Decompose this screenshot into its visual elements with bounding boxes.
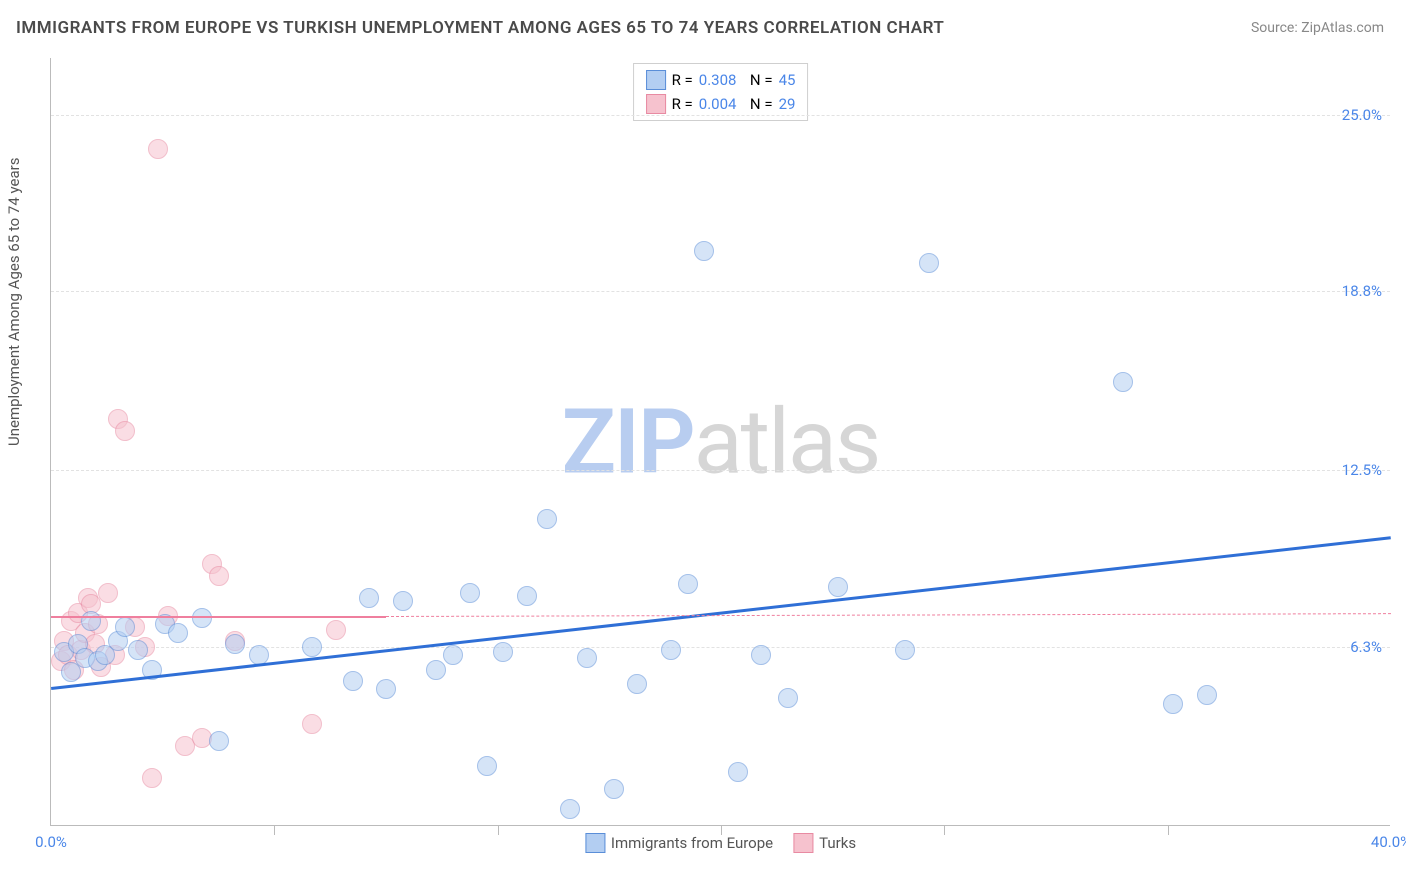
y-tick-label: 6.3%	[1350, 638, 1382, 656]
data-point	[661, 640, 681, 660]
data-point	[604, 779, 624, 799]
data-point	[493, 642, 513, 662]
data-point	[225, 634, 245, 654]
watermark: ZIPatlas	[562, 389, 880, 494]
watermark-part1: ZIP	[562, 389, 694, 494]
x-tick-mark	[498, 825, 499, 835]
data-point	[443, 645, 463, 665]
x-tick-label: 0.0%	[35, 833, 67, 851]
data-point	[577, 648, 597, 668]
data-point	[98, 583, 118, 603]
data-point	[627, 674, 647, 694]
y-tick-label: 25.0%	[1342, 106, 1382, 124]
n-value-turks: 29	[779, 95, 796, 113]
data-point	[128, 640, 148, 660]
data-point	[560, 799, 580, 819]
swatch-turks	[646, 94, 666, 114]
plot-area: ZIPatlas R = 0.308 N = 45 R = 0.004 N = …	[50, 58, 1390, 826]
x-tick-mark	[1168, 825, 1169, 835]
swatch-europe	[646, 70, 666, 90]
data-point	[302, 637, 322, 657]
n-value-europe: 45	[779, 71, 796, 89]
data-point	[537, 509, 557, 529]
swatch-turks-bottom	[793, 833, 813, 853]
trend-line	[386, 613, 1391, 617]
correlation-legend: R = 0.308 N = 45 R = 0.004 N = 29	[633, 63, 809, 121]
data-point	[919, 253, 939, 273]
data-point	[359, 588, 379, 608]
x-tick-mark	[944, 825, 945, 835]
data-point	[393, 591, 413, 611]
r-value-europe: 0.308	[699, 71, 737, 89]
x-tick-mark	[721, 825, 722, 835]
data-point	[426, 660, 446, 680]
data-point	[326, 620, 346, 640]
source-attribution: Source: ZipAtlas.com	[1251, 20, 1384, 36]
data-point	[751, 645, 771, 665]
data-point	[168, 623, 188, 643]
legend-label-turks: Turks	[819, 834, 856, 852]
data-point	[1163, 694, 1183, 714]
data-point	[142, 768, 162, 788]
data-point	[148, 139, 168, 159]
data-point	[343, 671, 363, 691]
data-point	[460, 583, 480, 603]
swatch-europe-bottom	[585, 833, 605, 853]
data-point	[895, 640, 915, 660]
data-point	[778, 688, 798, 708]
data-point	[209, 731, 229, 751]
data-point	[81, 611, 101, 631]
data-point	[477, 756, 497, 776]
trend-line	[51, 616, 386, 618]
legend-row-turks: R = 0.004 N = 29	[646, 92, 796, 116]
grid-line	[51, 291, 1390, 292]
grid-line	[51, 470, 1390, 471]
data-point	[678, 574, 698, 594]
legend-item-turks: Turks	[793, 833, 856, 853]
data-point	[302, 714, 322, 734]
data-point	[517, 586, 537, 606]
data-point	[694, 241, 714, 261]
watermark-part2: atlas	[694, 389, 880, 494]
y-tick-label: 18.8%	[1342, 282, 1382, 300]
legend-row-europe: R = 0.308 N = 45	[646, 68, 796, 92]
data-point	[192, 608, 212, 628]
r-value-turks: 0.004	[699, 95, 737, 113]
data-point	[828, 577, 848, 597]
data-point	[115, 617, 135, 637]
data-point	[1197, 685, 1217, 705]
data-point	[209, 566, 229, 586]
x-tick-label: 40.0%	[1371, 833, 1406, 851]
data-point	[376, 679, 396, 699]
legend-label-europe: Immigrants from Europe	[611, 834, 773, 852]
data-point	[115, 421, 135, 441]
y-axis-label: Unemployment Among Ages 65 to 74 years	[5, 158, 23, 446]
y-tick-label: 12.5%	[1342, 461, 1382, 479]
grid-line	[51, 115, 1390, 116]
data-point	[728, 762, 748, 782]
x-tick-mark	[274, 825, 275, 835]
data-point	[1113, 372, 1133, 392]
chart-title: IMMIGRANTS FROM EUROPE VS TURKISH UNEMPL…	[16, 18, 944, 38]
series-legend: Immigrants from Europe Turks	[585, 833, 856, 853]
trend-line	[51, 536, 1391, 690]
legend-item-europe: Immigrants from Europe	[585, 833, 773, 853]
chart-container: IMMIGRANTS FROM EUROPE VS TURKISH UNEMPL…	[0, 0, 1406, 892]
